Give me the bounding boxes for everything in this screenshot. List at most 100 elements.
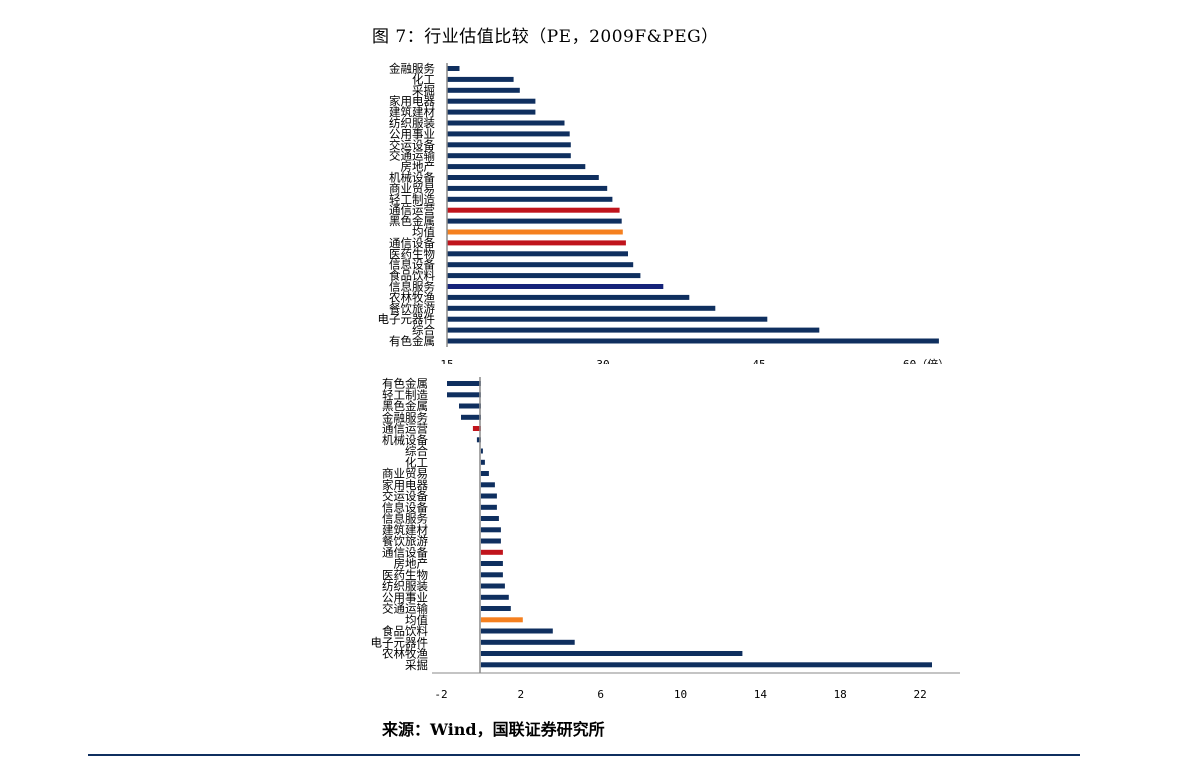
bar-医药生物: [480, 572, 503, 578]
category-label: 食品饮料: [389, 269, 435, 283]
category-label: 交运设备: [389, 138, 435, 152]
category-label: 机械设备: [382, 433, 428, 447]
x-tick-label: 22: [913, 688, 926, 701]
bar-信息设备: [447, 262, 634, 268]
bar-食品饮料: [447, 273, 641, 279]
bar-建筑建材: [480, 527, 501, 533]
bottom-divider: [88, 754, 1080, 756]
bar-纺织服装: [447, 120, 565, 126]
category-label: 信息服务: [382, 512, 428, 526]
category-label: 纺织服装: [389, 116, 435, 130]
category-label: 有色金属: [389, 334, 435, 348]
x-tick-label: -2: [434, 688, 447, 701]
bar-餐饮旅游: [480, 538, 501, 544]
x-tick-label: 14: [754, 688, 768, 701]
category-label: 家用电器: [389, 94, 435, 108]
category-label: 综合: [412, 323, 435, 337]
bar-均值: [480, 617, 523, 623]
category-label: 商业贸易: [389, 181, 435, 195]
category-label: 商业贸易: [382, 467, 428, 481]
category-label: 医药生物: [389, 247, 435, 261]
bar-通信设备: [480, 549, 503, 555]
x-tick-label: 2: [517, 688, 524, 701]
bar-黑色金属: [447, 218, 622, 224]
bar-采掘: [447, 87, 520, 93]
category-label: 电子元器件: [371, 635, 429, 649]
bar-电子元器件: [447, 316, 768, 322]
bar-公用事业: [480, 594, 509, 600]
bar-化工: [480, 459, 485, 465]
bar-房地产: [480, 561, 503, 566]
category-label: 信息设备: [389, 258, 435, 272]
category-label: 家用电器: [382, 478, 428, 492]
category-label: 化工: [405, 455, 428, 469]
category-label: 交通运输: [382, 602, 428, 616]
category-label: 房地产: [401, 160, 436, 174]
category-label: 机械设备: [389, 171, 435, 185]
category-label: 黑色金属: [389, 214, 435, 228]
bar-轻工制造: [447, 392, 481, 398]
category-label: 通信运营: [382, 422, 428, 436]
bar-信息服务: [480, 516, 499, 521]
chart-title: 图 7：行业估值比较（PE，2009F&PEG）: [372, 27, 719, 47]
category-label: 纺织服装: [382, 579, 428, 593]
bar-交通运输: [480, 606, 511, 611]
bar-化工: [447, 76, 514, 82]
x-tick-label: 6: [597, 688, 604, 701]
bar-金融服务: [461, 414, 481, 420]
category-label: 公用事业: [382, 590, 428, 604]
bar-公用事业: [447, 131, 570, 137]
category-label: 医药生物: [382, 568, 428, 582]
category-label: 通信运营: [389, 203, 435, 217]
bar-房地产: [447, 164, 586, 170]
bar-家用电器: [480, 482, 495, 488]
category-label: 电子元器件: [378, 312, 436, 326]
category-label: 信息服务: [389, 280, 435, 294]
category-label: 餐饮旅游: [389, 301, 435, 315]
bar-食品饮料: [480, 628, 553, 634]
bar-商业贸易: [447, 185, 608, 191]
category-label: 通信设备: [389, 236, 435, 250]
category-label: 化工: [412, 72, 435, 86]
pe-bar-chart: 金融服务化工采掘家用电器建筑建材纺织服装公用事业交运设备交通运输房地产机械设备商…: [378, 62, 1000, 374]
bar-建筑建材: [447, 109, 536, 115]
bar-家用电器: [447, 98, 536, 104]
category-label: 农林牧渔: [382, 647, 428, 661]
bar-综合: [447, 327, 820, 333]
category-label: 建筑建材: [389, 105, 435, 119]
bar-交运设备: [480, 493, 497, 499]
peg-bar-chart: 有色金属轻工制造黑色金属金融服务通信运营机械设备综合化工商业贸易家用电器交运设备…: [371, 377, 960, 701]
bar-有色金属: [447, 338, 939, 344]
bar-机械设备: [447, 175, 599, 180]
bar-均值: [447, 229, 623, 235]
bar-轻工制造: [447, 196, 613, 202]
bar-机械设备: [476, 437, 481, 443]
category-label: 建筑建材: [382, 523, 428, 537]
category-label: 交通运输: [389, 149, 435, 163]
bar-采掘: [480, 662, 932, 668]
category-label: 公用事业: [389, 127, 435, 141]
category-label: 食品饮料: [382, 624, 428, 638]
bar-信息设备: [480, 504, 497, 510]
category-label: 有色金属: [382, 377, 428, 391]
bar-通信运营: [447, 207, 620, 213]
bar-纺织服装: [480, 583, 505, 589]
bar-餐饮旅游: [447, 305, 716, 311]
bar-通信运营: [472, 426, 481, 431]
category-label: 轻工制造: [389, 192, 435, 206]
bar-农林牧渔: [447, 294, 690, 300]
category-label: 房地产: [394, 557, 429, 571]
category-label: 综合: [405, 444, 428, 458]
bar-农林牧渔: [480, 651, 743, 656]
bar-交通运输: [447, 153, 571, 159]
category-label: 农林牧渔: [389, 290, 435, 304]
x-tick-label: 10: [674, 688, 687, 701]
bar-金融服务: [447, 66, 460, 71]
category-label: 采掘: [412, 83, 435, 97]
bar-商业贸易: [480, 471, 489, 476]
category-label: 信息设备: [382, 500, 428, 514]
category-label: 轻工制造: [382, 388, 428, 402]
bar-通信设备: [447, 240, 626, 246]
category-label: 均值: [412, 225, 435, 239]
